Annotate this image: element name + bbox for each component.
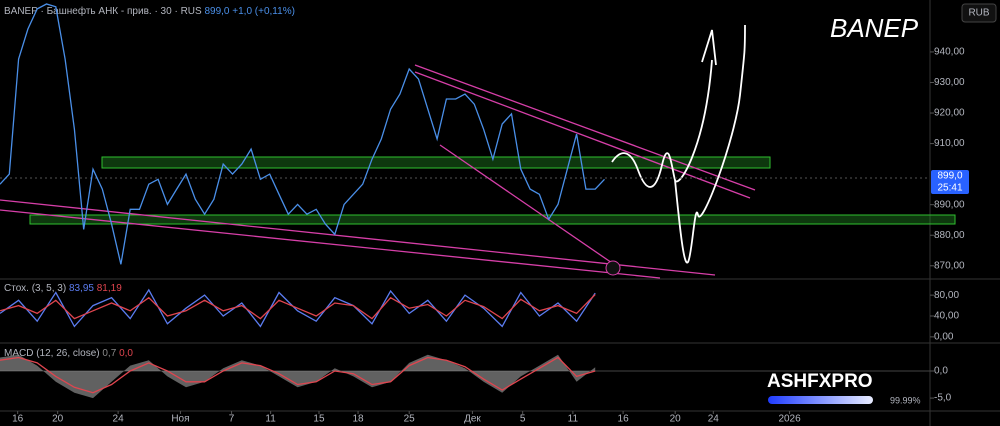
y-tick-label: 870,00 bbox=[934, 260, 965, 271]
trendline bbox=[0, 209, 661, 279]
y-tick-label: 910,00 bbox=[934, 138, 965, 149]
logo-brand: ASHFXPRO bbox=[767, 371, 873, 392]
alert-icon[interactable] bbox=[605, 260, 621, 276]
x-tick-label: 11 bbox=[265, 414, 276, 425]
forecast-path bbox=[611, 24, 746, 264]
indicator-header: Стох. (3, 5, 3) 83,95 81,19 bbox=[4, 283, 122, 294]
x-tick-label: Дек bbox=[464, 414, 481, 425]
symbol: BANEP · Башнефть АНК - прив. · 30 · RUS bbox=[4, 5, 202, 17]
indicator-title: MACD (12, 26, close) bbox=[4, 348, 100, 359]
trendline bbox=[439, 144, 616, 266]
x-tick-label: 2026 bbox=[778, 414, 801, 425]
x-tick-label: 16 bbox=[12, 414, 24, 425]
indicator-value: 81,19 bbox=[97, 283, 122, 294]
y-tick-label: 0,00 bbox=[934, 332, 954, 343]
x-tick-label: 24 bbox=[708, 414, 720, 425]
y-tick-label: 80,00 bbox=[934, 290, 959, 301]
y-tick-label: 0,0 bbox=[934, 366, 948, 377]
signal-line bbox=[0, 356, 596, 394]
indicator-title: Стох. (3, 5, 3) bbox=[4, 283, 66, 294]
logo-progress bbox=[768, 396, 873, 404]
currency: RUB bbox=[968, 8, 989, 19]
y-tick-label: 40,00 bbox=[934, 311, 959, 322]
price-line bbox=[0, 294, 596, 320]
x-tick-label: 5 bbox=[520, 414, 526, 425]
x-tick-label: 7 bbox=[229, 414, 235, 425]
x-tick-label: 15 bbox=[313, 414, 325, 425]
price-line bbox=[0, 288, 596, 328]
logo-progress-label: 99.99% bbox=[890, 395, 921, 405]
y-tick-label: 940,00 bbox=[934, 47, 965, 58]
price-badge-timer: 25:41 bbox=[937, 183, 962, 194]
y-tick-label: 920,00 bbox=[934, 108, 965, 119]
x-tick-label: 18 bbox=[352, 414, 364, 425]
last-price: 899,0 bbox=[204, 6, 229, 17]
x-tick-label: Ноя bbox=[171, 414, 189, 425]
trendline bbox=[414, 71, 751, 199]
y-tick-label: 930,00 bbox=[934, 77, 965, 88]
histogram-area bbox=[0, 354, 596, 399]
x-tick-label: 24 bbox=[113, 414, 125, 425]
support-zone bbox=[29, 214, 956, 225]
indicator-value: 0,7 bbox=[102, 348, 116, 359]
y-tick-label: 880,00 bbox=[934, 230, 965, 241]
x-tick-label: 20 bbox=[52, 414, 64, 425]
watermark: BANEP bbox=[830, 13, 919, 43]
price-line bbox=[0, 3, 605, 265]
x-tick-label: 25 bbox=[404, 414, 416, 425]
x-tick-label: 16 bbox=[618, 414, 630, 425]
indicator-value: 0,0 bbox=[119, 348, 133, 359]
trendlines bbox=[0, 64, 756, 279]
price-badge bbox=[931, 170, 969, 194]
price-badge-price: 899,0 bbox=[937, 171, 962, 182]
x-tick-label: 11 bbox=[568, 414, 579, 425]
price-change: +1,0 (+0,11%) bbox=[232, 6, 295, 17]
trendline bbox=[414, 64, 756, 191]
x-tick-label: 20 bbox=[670, 414, 682, 425]
symbol-header: BANEP · Башнефть АНК - прив. · 30 · RUS … bbox=[4, 5, 295, 17]
indicator-header: MACD (12, 26, close) 0,7 0,0 bbox=[4, 348, 133, 359]
currency-box[interactable] bbox=[961, 3, 997, 23]
indicator-value: 83,95 bbox=[69, 283, 94, 294]
y-tick-label: -5,0 bbox=[934, 393, 952, 404]
y-tick-label: 890,00 bbox=[934, 199, 965, 210]
trendline bbox=[0, 199, 716, 276]
resistance-zone bbox=[101, 156, 771, 169]
